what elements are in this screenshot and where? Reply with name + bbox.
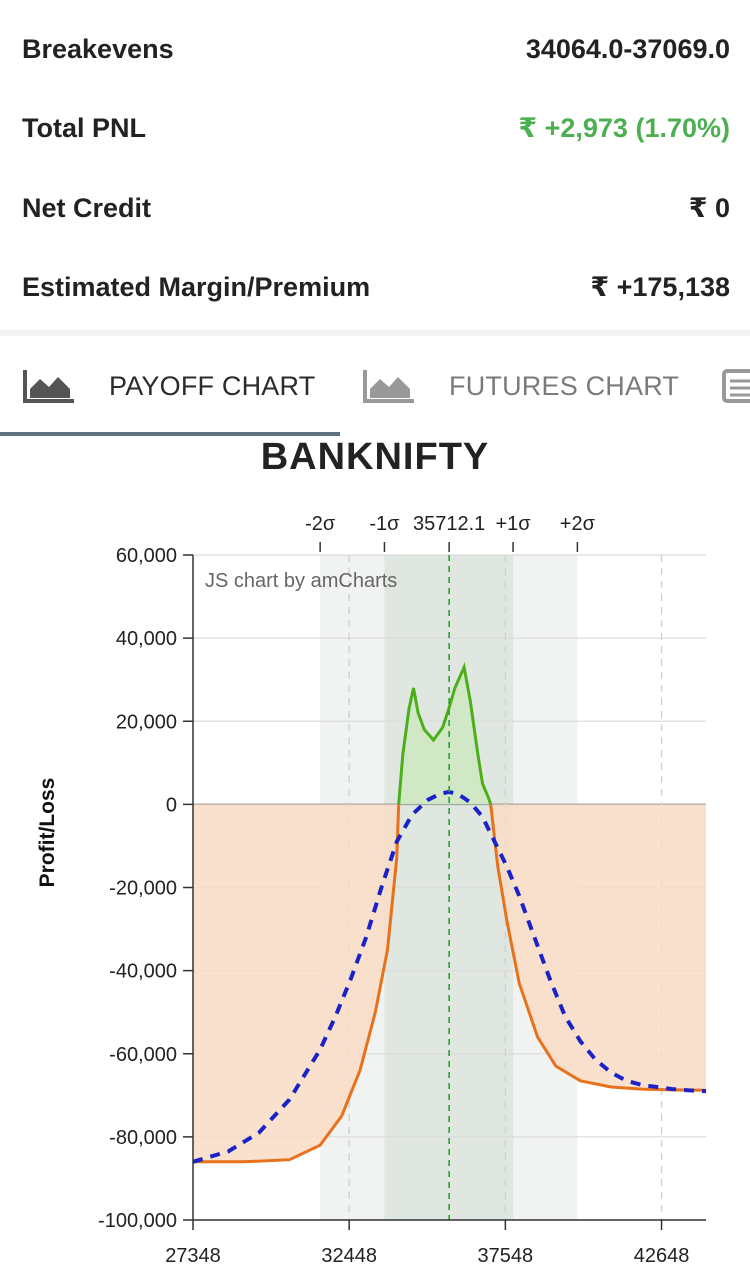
table-icon: [722, 369, 750, 403]
net-credit-row: Net Credit ₹ 0: [22, 188, 730, 228]
sigma-label: +1σ: [495, 513, 531, 535]
active-tab-indicator: [0, 432, 340, 436]
y-tick-label: 60,000: [116, 545, 177, 567]
y-tick-label: -60,000: [109, 1044, 177, 1066]
margin-label: Estimated Margin/Premium: [22, 271, 371, 302]
spot-label: 35712.1: [413, 513, 485, 535]
amcharts-watermark: JS chart by amCharts: [205, 570, 397, 592]
total-pnl-value: ₹ +2,973 (1.70%): [518, 112, 730, 143]
today-payoff-line: [192, 789, 707, 1164]
tab-payoff-label: PAYOFF CHART: [109, 370, 316, 401]
expiry-loss-line-left: [193, 804, 401, 1164]
tab-futures-label: FUTURES CHART: [449, 370, 680, 401]
x-tick-label: 42648: [634, 1245, 690, 1267]
y-tick-label: -100,000: [98, 1210, 177, 1232]
total-pnl-row: Total PNL ₹ +2,973 (1.70%): [22, 108, 730, 148]
breakevens-label: Breakevens: [22, 33, 174, 64]
chart-title: BANKNIFTY: [260, 436, 490, 478]
tab-futures-chart[interactable]: FUTURES CHART: [362, 340, 679, 432]
y-tick-label: 0: [166, 794, 177, 816]
net-credit-value: ₹ 0: [688, 192, 730, 223]
sigma-label: -1σ: [369, 513, 400, 535]
margin-value: ₹ +175,138: [590, 271, 730, 302]
net-credit-label: Net Credit: [22, 192, 152, 223]
margin-row: Estimated Margin/Premium ₹ +175,138: [22, 267, 730, 307]
tab-more[interactable]: [722, 340, 750, 432]
loss-area: [193, 804, 706, 1162]
breakevens-value: 34064.0-37069.0: [525, 33, 730, 64]
y-tick-label: 20,000: [116, 711, 177, 733]
y-tick-label: -40,000: [109, 961, 177, 983]
area-chart-icon: [363, 370, 414, 403]
x-tick-label: 27348: [165, 1245, 221, 1267]
x-tick-label: 32448: [321, 1245, 377, 1267]
breakevens-row: Breakevens 34064.0-37069.0: [22, 29, 730, 69]
expiry-profit-line: [397, 662, 493, 805]
payoff-chart[interactable]: 60,000 40,000 20,000 0 -20,000 -40,000 -60,000…: [0, 480, 750, 1280]
chart-tabs: PAYOFF CHART FUTURES CHART: [0, 340, 750, 436]
y-tick-label: -80,000: [109, 1127, 177, 1149]
total-pnl-label: Total PNL: [22, 112, 146, 143]
x-tick-label: 37548: [478, 1245, 534, 1267]
area-chart-icon: [23, 370, 74, 403]
sigma-label: -2σ: [305, 513, 336, 535]
sigma-label: +2σ: [560, 513, 596, 535]
y-tick-label: 40,000: [116, 628, 177, 650]
summary-panel: Breakevens 34064.0-37069.0 Total PNL ₹ +…: [0, 0, 750, 336]
expiry-loss-line-right: [489, 804, 707, 1092]
y-tick-label: -20,000: [109, 878, 177, 900]
tab-payoff-chart[interactable]: PAYOFF CHART: [22, 340, 315, 432]
y-axis-title: Profit/Loss: [36, 778, 59, 888]
